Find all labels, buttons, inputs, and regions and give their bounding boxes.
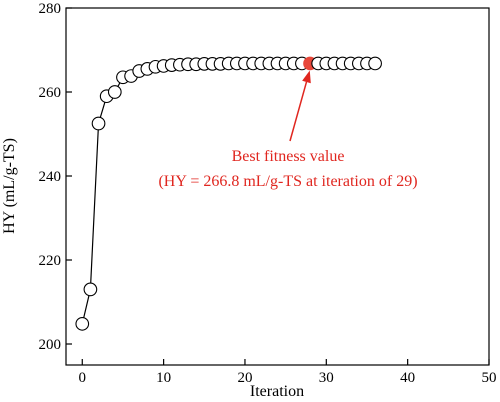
x-axis-title: Iteration xyxy=(250,383,304,400)
x-tick-label: 30 xyxy=(319,370,334,386)
y-tick-label: 200 xyxy=(39,337,62,353)
data-point xyxy=(83,282,98,297)
y-tick-label: 260 xyxy=(39,85,62,101)
annotation-group: Best fitness value (HY = 266.8 mL/g-TS a… xyxy=(158,70,418,190)
series-group xyxy=(75,56,382,331)
y-tick-label: 220 xyxy=(39,253,62,269)
annotation-line-1: Best fitness value xyxy=(232,148,345,165)
y-axis-title: HY (mL/g-TS) xyxy=(1,138,18,234)
annotation-arrow xyxy=(289,81,308,142)
data-point xyxy=(368,56,382,71)
data-point xyxy=(75,316,90,331)
x-tick-label: 40 xyxy=(400,370,415,386)
y-tick-label: 240 xyxy=(39,169,62,185)
x-tick-label: 10 xyxy=(156,370,171,386)
annotation-arrowhead xyxy=(302,70,311,84)
x-tick-label: 0 xyxy=(79,370,87,386)
axis-ticks: 0 10 20 30 40 50 200 220 240 260 280 xyxy=(39,1,497,386)
x-tick-label: 50 xyxy=(482,370,497,386)
plot-frame xyxy=(65,7,490,366)
annotation-line-2: (HY = 266.8 mL/g-TS at iteration of 29) xyxy=(158,173,417,190)
y-tick-label: 280 xyxy=(39,1,62,17)
data-point xyxy=(107,85,122,99)
data-point xyxy=(91,116,106,131)
series-line xyxy=(81,62,376,324)
x-tick-label: 20 xyxy=(237,370,252,386)
